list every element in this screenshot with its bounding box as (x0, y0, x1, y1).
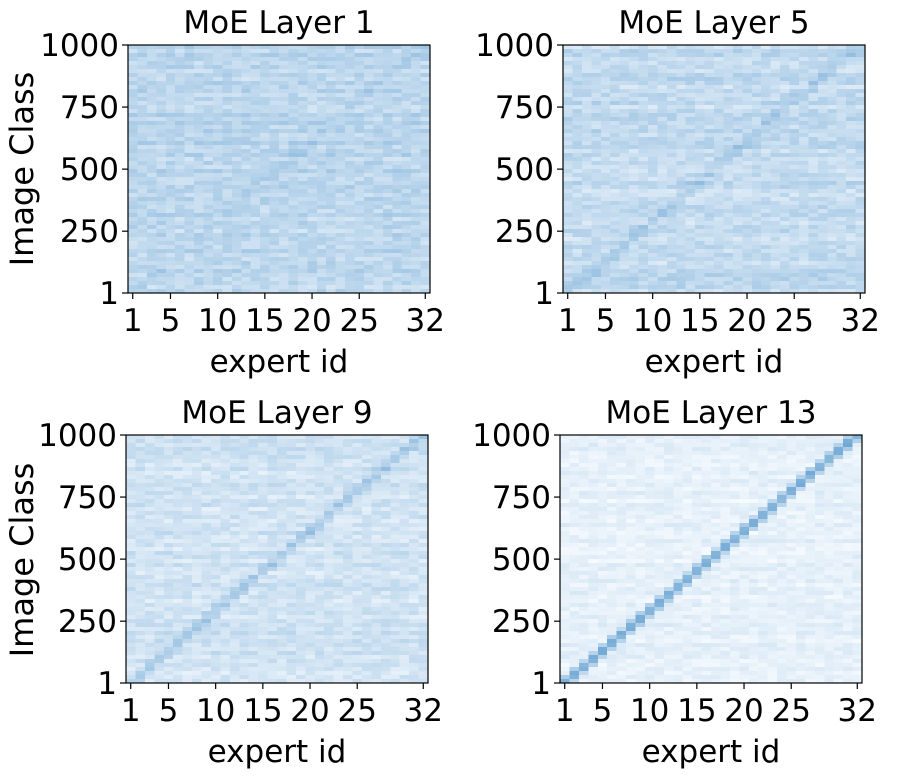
chart-title: MoE Layer 5 (618, 5, 809, 41)
y-tick-label: 1 (534, 276, 554, 312)
x-axis-label: expert id (208, 734, 347, 770)
y-tick-label: 750 (492, 480, 551, 516)
x-tick-label: 5 (161, 303, 181, 339)
x-tick-label: 5 (159, 693, 179, 729)
y-tick-label: 250 (58, 604, 117, 640)
x-tick-label: 32 (406, 303, 445, 339)
x-tick-label: 1 (121, 693, 141, 729)
heatmap-panel: MoE Layer 51 5 10 15 20 25 3212505007501000exp… (475, 5, 880, 380)
x-tick-label: 1 (558, 303, 578, 339)
y-tick-label: 1000 (40, 28, 119, 64)
x-tick-label: 15 (677, 693, 716, 729)
y-tick-label: 1000 (38, 418, 117, 454)
x-tick-label: 32 (841, 303, 880, 339)
x-tick-label: 1 (123, 303, 143, 339)
x-axis-label: expert id (645, 344, 784, 380)
y-tick-label: 500 (60, 152, 119, 188)
x-tick-label: 10 (198, 303, 237, 339)
x-tick-label: 20 (727, 303, 766, 339)
y-tick-label: 500 (58, 542, 117, 578)
y-tick-label: 250 (492, 604, 551, 640)
x-tick-label: 20 (724, 693, 763, 729)
x-tick-label: 15 (680, 303, 719, 339)
x-axis-label: expert id (642, 734, 781, 770)
heatmap-panel: MoE Layer 131 5 10 15 20 25 3212505007501000ex… (472, 395, 877, 770)
x-tick-label: 1 (555, 693, 575, 729)
y-tick-label: 750 (495, 90, 554, 126)
y-tick-label: 500 (492, 542, 551, 578)
x-tick-label: 25 (339, 303, 378, 339)
heatmap-panel: MoE Layer 11 5 10 15 20 25 3212505007501000exp… (40, 5, 445, 380)
x-tick-label: 32 (404, 693, 443, 729)
chart-title: MoE Layer 9 (181, 395, 372, 431)
heatmap-cells (560, 435, 862, 683)
y-tick-label: 1 (97, 666, 117, 702)
x-tick-label: 10 (196, 693, 235, 729)
y-tick-label: 250 (495, 214, 554, 250)
x-tick-label: 5 (593, 693, 613, 729)
x-tick-label: 25 (774, 303, 813, 339)
y-tick-label: 1000 (472, 418, 551, 454)
x-tick-label: 25 (771, 693, 810, 729)
x-tick-label: 5 (596, 303, 616, 339)
x-axis-label: expert id (210, 344, 349, 380)
heatmap-panel: MoE Layer 91 5 10 15 20 25 3212505007501000exp… (38, 395, 443, 770)
x-tick-label: 10 (630, 693, 669, 729)
x-tick-label: 20 (290, 693, 329, 729)
y-tick-label: 250 (60, 214, 119, 250)
x-tick-label: 10 (633, 303, 672, 339)
ylabel-bottom: Image Class (3, 463, 41, 658)
ylabel-top: Image Class (3, 72, 41, 267)
heatmap-cells (563, 45, 865, 293)
heatmap-cells (128, 45, 430, 293)
y-tick-label: 1 (531, 666, 551, 702)
y-tick-label: 500 (495, 152, 554, 188)
x-tick-label: 25 (337, 693, 376, 729)
y-tick-label: 750 (58, 480, 117, 516)
x-tick-label: 15 (245, 303, 284, 339)
y-tick-label: 1000 (475, 28, 554, 64)
heatmap-cells (126, 435, 428, 683)
chart-title: MoE Layer 13 (606, 395, 817, 431)
x-tick-label: 15 (243, 693, 282, 729)
y-tick-label: 750 (60, 90, 119, 126)
x-tick-label: 20 (292, 303, 331, 339)
y-tick-label: 1 (99, 276, 119, 312)
x-tick-label: 32 (838, 693, 877, 729)
chart-title: MoE Layer 1 (183, 5, 374, 41)
